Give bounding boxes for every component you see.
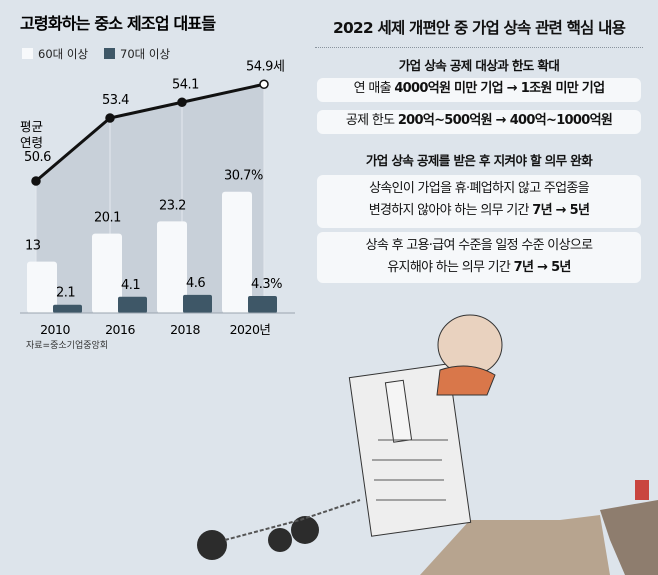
section1-item-1: 연 매출 4000억원 미만 기업 → 1조원 미만 기업 xyxy=(317,78,641,102)
item-line2: 변경하지 않아야 하는 의무 기간 xyxy=(368,203,533,218)
bar-60s xyxy=(27,261,57,313)
legend-swatch-60s xyxy=(22,48,33,59)
section2-heading: 가업 상속 공제를 받은 후 지켜야 할 의무 완화 xyxy=(365,153,593,168)
bar-label-70s: 4.6 xyxy=(186,276,205,291)
avg-age-label: 53.4 xyxy=(102,93,129,108)
ball-3 xyxy=(197,530,227,560)
bar-70s xyxy=(53,304,82,313)
red-chair xyxy=(635,480,649,500)
chart-title: 고령화하는 중소 제조업 대표들 xyxy=(20,14,216,33)
bar-label-60s: 30.7% xyxy=(224,169,263,184)
legend-label-70s: 70대 이상 xyxy=(120,47,170,61)
line-label-1: 평균 xyxy=(20,119,43,134)
item-bold-text: 200억~500억원 → 400억~1000억원 xyxy=(397,113,613,128)
bar-label-70s: 4.1 xyxy=(121,278,140,293)
item-text: 공제 한도 xyxy=(345,113,398,128)
bar-60s xyxy=(157,221,187,313)
divider xyxy=(315,47,643,48)
building xyxy=(348,363,472,537)
legend-label-60s: 60대 이상 xyxy=(38,47,88,61)
bar-label-70s: 2.1 xyxy=(56,286,75,301)
avg-age-point xyxy=(31,176,41,186)
section1-item-2: 공제 한도 200억~500억원 → 400억~1000억원 xyxy=(317,110,641,134)
item-bold-text: 7년 → 5년 xyxy=(532,203,590,218)
x-tick-label: 2010 xyxy=(40,322,70,337)
avg-age-label: 54.9세 xyxy=(246,59,284,74)
section2-item-2: 상속 후 고용·급여 수준을 일정 수준 이상으로 유지해야 하는 의무 기간 … xyxy=(317,232,641,283)
item-text: 연 매출 xyxy=(353,81,395,96)
elderly-man-body xyxy=(436,365,496,396)
avg-age-point xyxy=(259,79,269,89)
item-line1: 상속 후 고용·급여 수준을 일정 수준 이상으로 xyxy=(365,238,593,253)
item-line1: 상속인이 가업을 휴·폐업하지 않고 주업종을 xyxy=(369,181,590,196)
bar-label-60s: 13 xyxy=(25,239,41,254)
avg-age-point xyxy=(177,97,187,107)
building-sign xyxy=(384,379,413,443)
bar-label-70s: 4.3% xyxy=(251,277,282,292)
panel-title: 2022 세제 개편안 중 가업 상속 관련 핵심 내용 xyxy=(332,19,626,37)
ball-1 xyxy=(291,516,319,544)
building-windows xyxy=(372,439,448,501)
ball-2 xyxy=(268,528,292,552)
source-note: 자료=중소기업중앙회 xyxy=(26,339,108,351)
bar-label-60s: 20.1 xyxy=(94,211,121,226)
line-label-2: 연령 xyxy=(20,135,43,150)
avg-age-line xyxy=(35,82,265,183)
avg-age-point xyxy=(105,113,115,123)
item-bold-text: 7년 → 5년 xyxy=(513,260,572,275)
bar-70s xyxy=(248,296,277,313)
avg-age-label: 54.1 xyxy=(172,77,199,92)
chart: 고령화하는 중소 제조업 대표들 60대 이상 70대 이상 13 2.1 20.1… xyxy=(20,14,295,351)
x-tick-label: 2018 xyxy=(170,322,200,337)
bar-70s xyxy=(118,296,147,313)
cliff-left xyxy=(420,515,610,575)
avg-age-label: 50.6 xyxy=(24,150,51,165)
section2-item-1: 상속인이 가업을 휴·폐업하지 않고 주업종을 변경하지 않아야 하는 의무 기… xyxy=(317,175,641,228)
item-line2: 유지해야 하는 의무 기간 xyxy=(387,260,514,275)
section1-heading: 가업 상속 공제 대상과 한도 확대 xyxy=(398,58,560,73)
x-tick-label: 2016 xyxy=(105,322,135,337)
x-tick-label: 2020년 xyxy=(230,322,271,337)
bar-60s xyxy=(222,191,252,313)
cliff-right xyxy=(600,500,658,575)
bar-label-60s: 23.2 xyxy=(159,198,186,213)
legend-swatch-70s xyxy=(104,48,115,59)
item-bold-text: 4000억원 미만 기업 → 1조원 미만 기업 xyxy=(394,81,605,96)
bar-70s xyxy=(183,294,212,313)
bar-60s xyxy=(92,233,122,313)
chain xyxy=(224,499,361,541)
